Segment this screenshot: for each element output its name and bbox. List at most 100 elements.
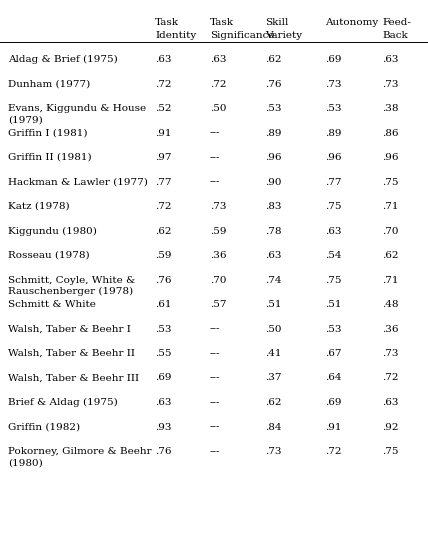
Text: ---: ---	[210, 398, 220, 407]
Text: .78: .78	[265, 226, 282, 235]
Text: Feed-: Feed-	[382, 18, 411, 27]
Text: ---: ---	[210, 129, 220, 138]
Text: .72: .72	[210, 79, 226, 89]
Text: .72: .72	[155, 79, 172, 89]
Text: .62: .62	[155, 226, 172, 235]
Text: .53: .53	[325, 325, 342, 334]
Text: .38: .38	[382, 104, 398, 113]
Text: .63: .63	[382, 398, 398, 407]
Text: ---: ---	[210, 422, 220, 431]
Text: Significance: Significance	[210, 31, 274, 40]
Text: .92: .92	[382, 422, 398, 431]
Text: Task: Task	[210, 18, 234, 27]
Text: .93: .93	[155, 422, 172, 431]
Text: .53: .53	[325, 104, 342, 113]
Text: (1979): (1979)	[8, 116, 43, 125]
Text: .77: .77	[325, 178, 342, 186]
Text: .73: .73	[382, 79, 398, 89]
Text: .91: .91	[155, 129, 172, 138]
Text: (1980): (1980)	[8, 458, 43, 468]
Text: .75: .75	[325, 202, 342, 211]
Text: .36: .36	[210, 251, 226, 260]
Text: .73: .73	[265, 447, 282, 456]
Text: .67: .67	[325, 349, 342, 358]
Text: ---: ---	[210, 374, 220, 382]
Text: .84: .84	[265, 422, 282, 431]
Text: ---: ---	[210, 325, 220, 334]
Text: .69: .69	[155, 374, 172, 382]
Text: .37: .37	[265, 374, 282, 382]
Text: .57: .57	[210, 300, 226, 309]
Text: .83: .83	[265, 202, 282, 211]
Text: Skill: Skill	[265, 18, 288, 27]
Text: .59: .59	[210, 226, 226, 235]
Text: .64: .64	[325, 374, 342, 382]
Text: .97: .97	[155, 153, 172, 162]
Text: Rauschenberger (1978): Rauschenberger (1978)	[8, 287, 133, 296]
Text: Kiggundu (1980): Kiggundu (1980)	[8, 226, 97, 235]
Text: Katz (1978): Katz (1978)	[8, 202, 70, 211]
Text: .51: .51	[265, 300, 282, 309]
Text: .73: .73	[210, 202, 226, 211]
Text: Variety: Variety	[265, 31, 302, 40]
Text: .54: .54	[325, 251, 342, 260]
Text: .89: .89	[265, 129, 282, 138]
Text: .50: .50	[210, 104, 226, 113]
Text: Griffin I (1981): Griffin I (1981)	[8, 129, 87, 138]
Text: Evans, Kiggundu & House: Evans, Kiggundu & House	[8, 104, 146, 113]
Text: Dunham (1977): Dunham (1977)	[8, 79, 90, 89]
Text: Griffin (1982): Griffin (1982)	[8, 422, 80, 431]
Text: .50: .50	[265, 325, 282, 334]
Text: .73: .73	[382, 349, 398, 358]
Text: Walsh, Taber & Beehr III: Walsh, Taber & Beehr III	[8, 374, 139, 382]
Text: .69: .69	[325, 55, 342, 64]
Text: .62: .62	[265, 398, 282, 407]
Text: .36: .36	[382, 325, 398, 334]
Text: .71: .71	[382, 202, 398, 211]
Text: Griffin II (1981): Griffin II (1981)	[8, 153, 92, 162]
Text: .63: .63	[265, 251, 282, 260]
Text: .76: .76	[265, 79, 282, 89]
Text: .59: .59	[155, 251, 172, 260]
Text: .72: .72	[382, 374, 398, 382]
Text: .70: .70	[382, 226, 398, 235]
Text: .96: .96	[325, 153, 342, 162]
Text: .72: .72	[155, 202, 172, 211]
Text: .62: .62	[265, 55, 282, 64]
Text: .55: .55	[155, 349, 172, 358]
Text: ---: ---	[210, 447, 220, 456]
Text: .76: .76	[155, 447, 172, 456]
Text: .75: .75	[382, 178, 398, 186]
Text: .48: .48	[382, 300, 398, 309]
Text: Rosseau (1978): Rosseau (1978)	[8, 251, 89, 260]
Text: .89: .89	[325, 129, 342, 138]
Text: Walsh, Taber & Beehr I: Walsh, Taber & Beehr I	[8, 325, 131, 334]
Text: Autonomy: Autonomy	[325, 18, 378, 27]
Text: .70: .70	[210, 275, 226, 285]
Text: Schmitt & White: Schmitt & White	[8, 300, 96, 309]
Text: .51: .51	[325, 300, 342, 309]
Text: Walsh, Taber & Beehr II: Walsh, Taber & Beehr II	[8, 349, 135, 358]
Text: Pokorney, Gilmore & Beehr: Pokorney, Gilmore & Beehr	[8, 447, 152, 456]
Text: ---: ---	[210, 349, 220, 358]
Text: .91: .91	[325, 422, 342, 431]
Text: .76: .76	[155, 275, 172, 285]
Text: .75: .75	[325, 275, 342, 285]
Text: .74: .74	[265, 275, 282, 285]
Text: .96: .96	[382, 153, 398, 162]
Text: ---: ---	[210, 178, 220, 186]
Text: .53: .53	[265, 104, 282, 113]
Text: .41: .41	[265, 349, 282, 358]
Text: .52: .52	[155, 104, 172, 113]
Text: Hackman & Lawler (1977): Hackman & Lawler (1977)	[8, 178, 148, 186]
Text: .69: .69	[325, 398, 342, 407]
Text: .72: .72	[325, 447, 342, 456]
Text: Back: Back	[382, 31, 408, 40]
Text: .63: .63	[155, 55, 172, 64]
Text: .63: .63	[210, 55, 226, 64]
Text: .96: .96	[265, 153, 282, 162]
Text: .73: .73	[325, 79, 342, 89]
Text: .86: .86	[382, 129, 398, 138]
Text: .63: .63	[155, 398, 172, 407]
Text: .90: .90	[265, 178, 282, 186]
